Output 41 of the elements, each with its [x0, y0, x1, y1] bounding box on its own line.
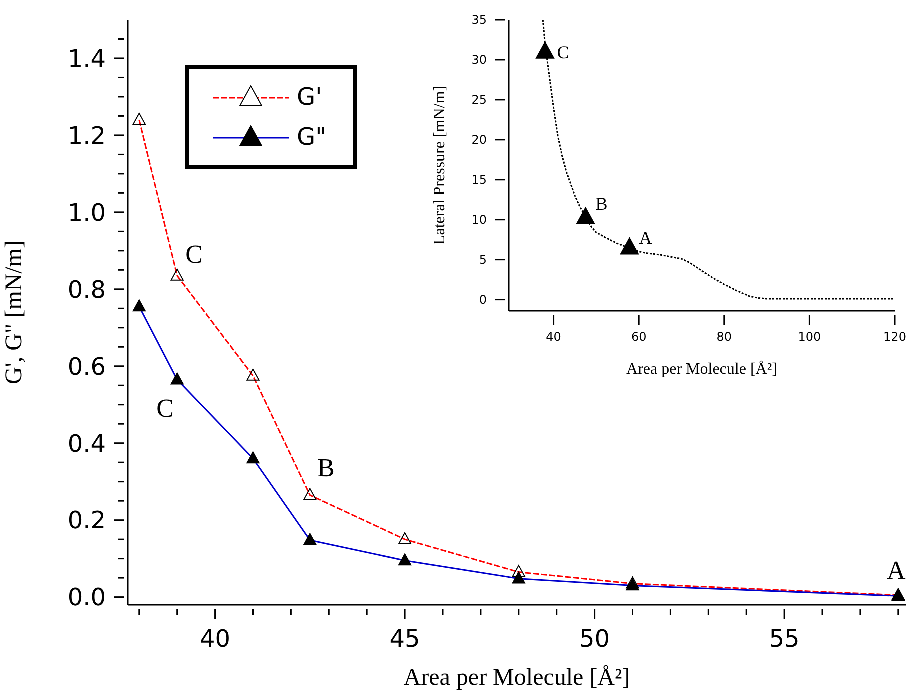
- y-tick-label: 10: [472, 213, 487, 228]
- x-tick-label: 40: [200, 625, 231, 653]
- y-tick-label: 1.4: [68, 44, 106, 73]
- y-tick-label: 0.4: [68, 430, 106, 458]
- y-tick-label: 0.2: [68, 506, 106, 535]
- y-tick-label: 0.6: [68, 352, 106, 381]
- y-tick-label: 25: [472, 93, 487, 108]
- y-tick-label: 30: [472, 53, 487, 68]
- x-tick-label: 80: [716, 330, 732, 344]
- y-tick-label: 1.0: [68, 198, 106, 227]
- x-tick-label: 50: [580, 625, 610, 653]
- annotation: A: [887, 556, 906, 586]
- y-tick-label: 0.8: [68, 276, 106, 304]
- legend-label: G": [297, 123, 327, 151]
- x-tick-label: 60: [631, 330, 647, 344]
- annotation: B: [596, 194, 608, 214]
- annotation: A: [639, 228, 652, 248]
- y-tick-label: 20: [472, 133, 487, 148]
- y-tick-label: 1.2: [68, 122, 106, 150]
- y-tick-label: 0: [479, 293, 487, 308]
- x-tick-label: 45: [390, 625, 420, 653]
- annotation: C: [156, 394, 174, 423]
- x-axis-title: Area per Molecule [Å²]: [404, 665, 630, 691]
- y-tick-label: 15: [472, 173, 487, 188]
- annotation: C: [186, 240, 204, 270]
- y-tick-label: 35: [472, 13, 487, 28]
- x-axis-title: Area per Molecule [Å²]: [626, 360, 778, 378]
- x-tick-label: 55: [769, 625, 800, 653]
- point: [536, 42, 555, 59]
- y-tick-label: 0.0: [68, 584, 106, 612]
- point: [620, 238, 640, 255]
- y-axis-title: Lateral Pressure [mN/m]: [431, 86, 448, 246]
- point: [576, 207, 596, 224]
- y-axis-title: G', G" [mN/m]: [2, 240, 28, 385]
- x-tick-label: 40: [546, 330, 562, 344]
- x-tick-label: 120: [884, 330, 906, 344]
- x-tick-label: 100: [798, 330, 822, 344]
- y-tick-label: 5: [479, 253, 487, 268]
- annotation: C: [557, 42, 570, 62]
- annotation: B: [317, 453, 335, 482]
- legend-label: G': [297, 83, 322, 111]
